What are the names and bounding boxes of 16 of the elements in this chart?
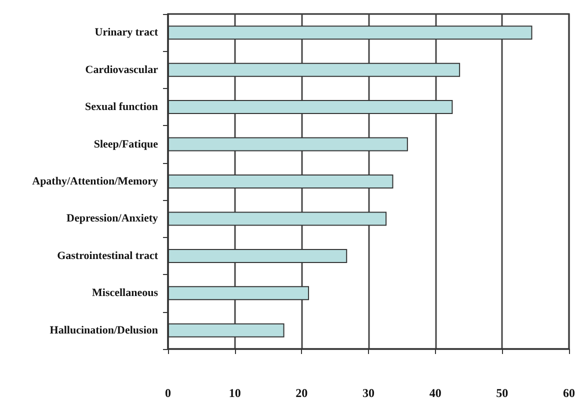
y-tick-label: Hallucination/Delusion — [50, 324, 158, 336]
y-tick-label: Gastrointestinal tract — [57, 250, 158, 262]
y-tick-label: Miscellaneous — [92, 287, 159, 300]
x-tick-label: 0 — [165, 386, 171, 400]
y-tick-label: Sleep/Fatique — [94, 138, 158, 150]
y-tick-label: Cardiovascular — [85, 64, 158, 76]
x-tick-label: 40 — [429, 386, 442, 400]
x-tick-label: 60 — [563, 386, 575, 400]
x-tick-label: 20 — [296, 386, 308, 400]
y-tick-label: Depression/Anxiety — [66, 212, 158, 225]
y-tick-label: Urinary tract — [94, 26, 158, 39]
y-tick-label: Sexual function — [84, 101, 158, 114]
x-tick-label: 50 — [496, 386, 508, 400]
x-tick-label: 10 — [228, 386, 241, 400]
x-tick-label: 30 — [362, 386, 374, 400]
y-tick-label: Apathy/Attention/Memory — [32, 176, 158, 188]
